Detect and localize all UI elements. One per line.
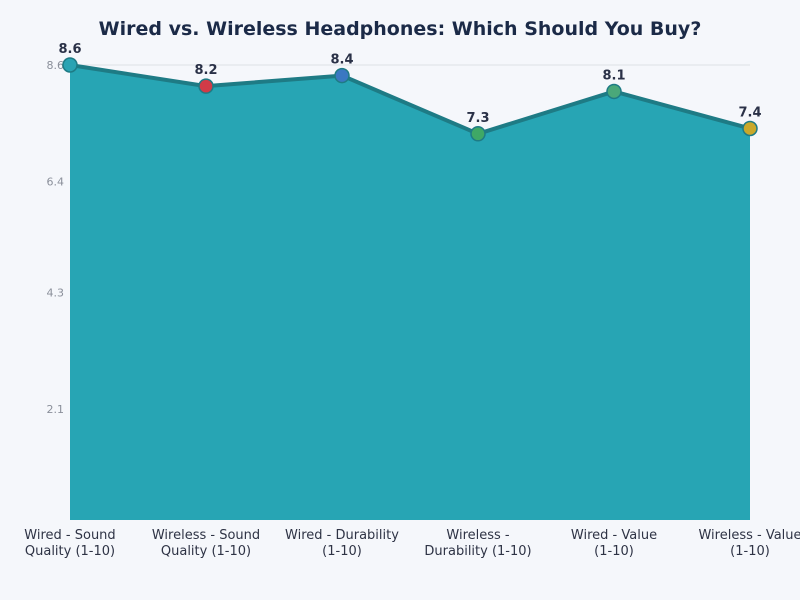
x-tick-label: Quality (1-10) (25, 544, 115, 559)
chart-title: Wired vs. Wireless Headphones: Which Sho… (99, 18, 702, 40)
data-label: 8.1 (602, 68, 625, 83)
x-tick-label: Durability (1-10) (424, 544, 531, 559)
data-point (742, 120, 758, 137)
x-tick-label: (1-10) (594, 544, 634, 559)
x-tick-label: Wireless - (446, 528, 510, 543)
data-label: 8.6 (58, 42, 81, 57)
x-tick-label: Wireless - Value (698, 528, 800, 543)
data-label: 7.3 (466, 111, 489, 126)
data-point (62, 57, 78, 73)
data-point (606, 83, 622, 100)
x-tick-label: Wired - Value (571, 528, 657, 543)
y-tick-label: 8.6 (47, 59, 65, 72)
series-line (69, 63, 751, 136)
y-tick-label: 2.1 (47, 403, 65, 416)
x-tick-label: Wireless - Sound (152, 528, 260, 543)
data-label: 8.4 (330, 53, 353, 68)
data-label: 8.2 (194, 63, 217, 78)
y-tick-label: 6.4 (47, 175, 65, 188)
x-tick-label: Quality (1-10) (161, 544, 251, 559)
data-point (334, 67, 350, 84)
y-tick-label: 4.3 (47, 287, 65, 300)
x-tick-label: Wired - Durability (285, 528, 399, 543)
data-point (470, 126, 486, 142)
x-tick-label: (1-10) (322, 544, 362, 559)
area-fill (70, 65, 750, 520)
x-tick-label: Wired - Sound (24, 528, 115, 543)
data-label: 7.4 (738, 105, 761, 120)
data-point (198, 78, 214, 94)
x-tick-label: (1-10) (730, 544, 770, 559)
